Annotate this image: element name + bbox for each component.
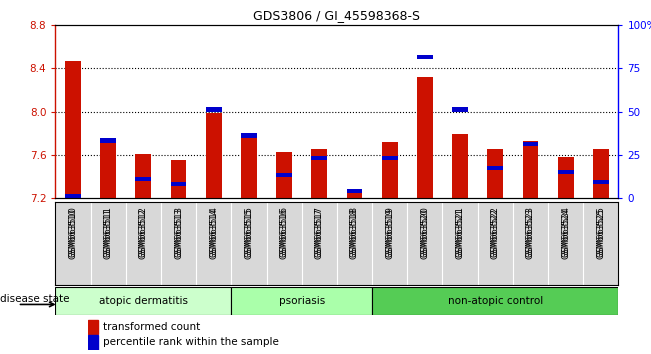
Text: GSM663510: GSM663510 xyxy=(68,209,77,259)
Bar xyxy=(100,138,116,143)
Bar xyxy=(346,189,363,193)
Bar xyxy=(135,154,151,198)
Text: GSM663512: GSM663512 xyxy=(139,209,148,259)
Text: GSM663523: GSM663523 xyxy=(526,206,535,257)
Text: GSM663515: GSM663515 xyxy=(244,209,253,259)
Text: GSM663525: GSM663525 xyxy=(596,209,605,259)
Text: GSM663522: GSM663522 xyxy=(491,209,500,259)
Bar xyxy=(65,194,81,198)
Bar xyxy=(171,160,186,198)
Text: GSM663510: GSM663510 xyxy=(68,206,77,257)
Bar xyxy=(523,142,538,146)
Text: GSM663514: GSM663514 xyxy=(209,209,218,259)
Text: GSM663522: GSM663522 xyxy=(491,206,500,257)
Text: GSM663511: GSM663511 xyxy=(104,209,113,259)
Text: GSM663519: GSM663519 xyxy=(385,206,395,257)
Text: GSM663514: GSM663514 xyxy=(209,206,218,257)
Bar xyxy=(311,156,327,160)
Bar xyxy=(381,156,398,160)
Text: GSM663521: GSM663521 xyxy=(456,206,465,257)
Bar xyxy=(558,170,574,174)
Bar xyxy=(276,173,292,177)
Bar xyxy=(231,287,372,315)
Bar xyxy=(558,157,574,198)
Text: GSM663518: GSM663518 xyxy=(350,206,359,257)
Text: GSM663516: GSM663516 xyxy=(279,209,288,259)
Bar xyxy=(65,61,81,198)
Text: GSM663524: GSM663524 xyxy=(561,206,570,257)
Bar xyxy=(241,138,257,198)
Text: GSM663524: GSM663524 xyxy=(561,209,570,259)
Bar xyxy=(372,287,618,315)
Bar xyxy=(417,55,433,59)
Bar xyxy=(488,166,503,171)
Text: GSM663511: GSM663511 xyxy=(104,206,113,257)
Text: GSM663520: GSM663520 xyxy=(421,209,430,259)
Bar xyxy=(88,320,98,334)
Bar xyxy=(381,142,398,198)
Bar xyxy=(346,193,363,198)
Bar xyxy=(88,335,98,349)
Bar xyxy=(593,149,609,198)
Text: transformed count: transformed count xyxy=(103,321,201,332)
Bar xyxy=(241,133,257,137)
Text: GSM663515: GSM663515 xyxy=(244,206,253,257)
Text: psoriasis: psoriasis xyxy=(279,296,325,306)
Text: GSM663513: GSM663513 xyxy=(174,206,183,257)
Text: atopic dermatitis: atopic dermatitis xyxy=(99,296,188,306)
Bar xyxy=(311,149,327,198)
Text: percentile rank within the sample: percentile rank within the sample xyxy=(103,337,279,348)
Bar xyxy=(523,141,538,198)
Text: GSM663521: GSM663521 xyxy=(456,209,465,259)
Bar xyxy=(55,287,231,315)
Bar xyxy=(452,134,468,198)
Bar xyxy=(100,142,116,198)
Bar xyxy=(206,113,221,198)
Text: GSM663518: GSM663518 xyxy=(350,209,359,259)
Bar xyxy=(452,107,468,112)
Text: disease state: disease state xyxy=(0,294,70,304)
Bar xyxy=(135,177,151,181)
Text: GSM663513: GSM663513 xyxy=(174,209,183,259)
Text: GSM663523: GSM663523 xyxy=(526,209,535,259)
Bar xyxy=(206,107,221,112)
Bar xyxy=(276,152,292,198)
Text: GSM663525: GSM663525 xyxy=(596,206,605,257)
Text: GSM663517: GSM663517 xyxy=(315,209,324,259)
Title: GDS3806 / GI_45598368-S: GDS3806 / GI_45598368-S xyxy=(253,9,421,22)
Text: GSM663519: GSM663519 xyxy=(385,209,395,259)
Bar xyxy=(417,77,433,198)
Text: GSM663516: GSM663516 xyxy=(279,206,288,257)
Text: GSM663517: GSM663517 xyxy=(315,206,324,257)
Bar xyxy=(593,180,609,184)
Text: GSM663520: GSM663520 xyxy=(421,206,430,257)
Bar xyxy=(171,182,186,186)
Text: GSM663512: GSM663512 xyxy=(139,206,148,257)
Bar xyxy=(488,149,503,198)
Text: non-atopic control: non-atopic control xyxy=(448,296,543,306)
